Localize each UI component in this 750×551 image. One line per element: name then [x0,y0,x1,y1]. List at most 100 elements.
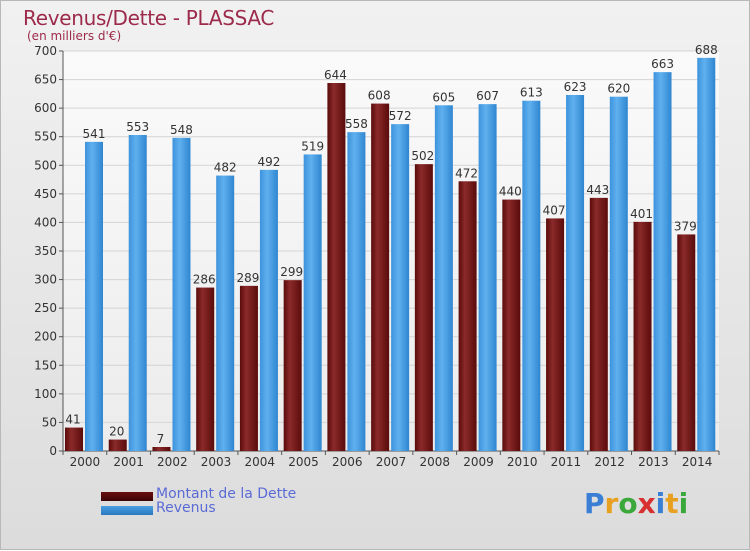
bar-revenus [347,132,366,451]
bar-dette [152,447,171,451]
x-tick-label: 2006 [332,455,363,469]
x-tick-label: 2013 [638,455,669,469]
y-tick-label: 600 [34,101,57,115]
y-tick-label: 650 [34,73,57,87]
bar-dette [196,287,215,451]
data-label-revenus: 482 [214,161,237,175]
proxiti-logo: Proxiti [584,487,688,520]
legend-label-dette: Montant de la Dette [156,486,297,502]
y-tick-label: 350 [34,244,57,258]
data-label-revenus: 605 [432,90,455,104]
bar-dette [589,197,608,451]
legend-swatch-dette [101,492,153,501]
data-label-dette: 407 [543,203,566,217]
x-tick-label: 2011 [551,455,582,469]
bar-revenus [566,95,585,451]
y-tick-label: 450 [34,187,57,201]
data-label-revenus: 492 [257,155,280,169]
data-label-revenus: 519 [301,139,324,153]
bar-revenus [259,169,278,451]
bar-revenus [653,72,672,452]
data-label-dette: 286 [193,273,216,287]
y-tick-label: 300 [34,273,57,287]
bar-dette [283,280,302,451]
bar-dette [677,234,696,451]
data-label-revenus: 541 [83,127,106,141]
bar-dette [502,199,521,451]
bar-revenus [128,135,147,451]
bar-revenus [609,96,628,451]
bar-dette [327,83,346,451]
bar-dette [371,103,390,452]
data-label-revenus: 688 [695,43,718,57]
data-label-dette: 379 [674,219,697,233]
bar-revenus [85,141,103,451]
data-label-revenus: 553 [126,120,149,134]
data-label-dette: 502 [411,149,434,163]
chart-title: Revenus/Dette - PLASSAC [23,6,275,30]
data-label-revenus: 613 [520,86,543,100]
data-label-revenus: 623 [564,80,587,94]
data-label-dette: 299 [280,265,303,279]
logo-letter: i [678,487,689,520]
bar-dette [633,221,652,451]
x-tick-label: 2001 [113,455,144,469]
bar-revenus [478,104,497,452]
y-tick-label: 0 [49,444,57,458]
y-tick-label: 150 [34,358,57,372]
data-label-revenus: 558 [345,117,368,131]
data-label-dette: 472 [455,166,478,180]
data-label-dette: 608 [368,89,391,103]
bar-dette [458,181,477,452]
bar-dette [239,285,258,451]
bar-dette [108,439,127,451]
y-tick-label: 200 [34,330,57,344]
y-tick-label: 500 [34,158,57,172]
bar-revenus [216,175,235,452]
bar-revenus [303,154,322,451]
data-label-revenus: 663 [651,57,674,71]
bar-revenus [522,100,541,451]
x-tick-label: 2010 [507,455,538,469]
y-tick-label: 400 [34,215,57,229]
data-label-dette: 401 [630,207,653,221]
data-label-dette: 289 [236,271,259,285]
bar-revenus [172,137,191,451]
x-tick-label: 2012 [594,455,625,469]
x-tick-label: 2004 [245,455,276,469]
x-tick-label: 2005 [288,455,319,469]
data-label-dette: 41 [65,413,80,427]
data-label-revenus: 607 [476,89,499,103]
data-label-revenus: 572 [389,109,412,123]
x-tick-label: 2003 [201,455,232,469]
y-tick-label: 100 [34,387,57,401]
data-label-dette: 440 [499,185,522,199]
logo-letter: P [584,487,605,520]
data-label-dette: 443 [586,183,609,197]
chart-subtitle: (en milliers d'€) [27,29,122,43]
legend-swatch-revenus [101,506,153,515]
legend-label-revenus: Revenus [156,500,216,516]
x-tick-label: 2009 [463,455,494,469]
bar-revenus [391,124,410,452]
y-tick-label: 550 [34,130,57,144]
y-tick-label: 50 [42,415,57,429]
bar-revenus [434,105,453,452]
bar-dette [546,218,565,451]
bar-dette [414,164,433,451]
logo-letter: x [637,487,656,520]
y-tick-label: 700 [34,44,57,58]
logo-letter: t [665,487,679,520]
logo-letter: i [655,487,666,520]
data-label-dette: 20 [109,425,124,439]
data-label-dette: 644 [324,68,347,82]
x-tick-label: 2008 [419,455,450,469]
y-tick-label: 250 [34,301,57,315]
x-tick-label: 2007 [376,455,407,469]
data-label-revenus: 548 [170,123,193,137]
x-tick-label: 2000 [70,455,101,469]
logo-letter: o [618,487,638,520]
x-tick-label: 2014 [682,455,713,469]
x-tick-label: 2002 [157,455,188,469]
